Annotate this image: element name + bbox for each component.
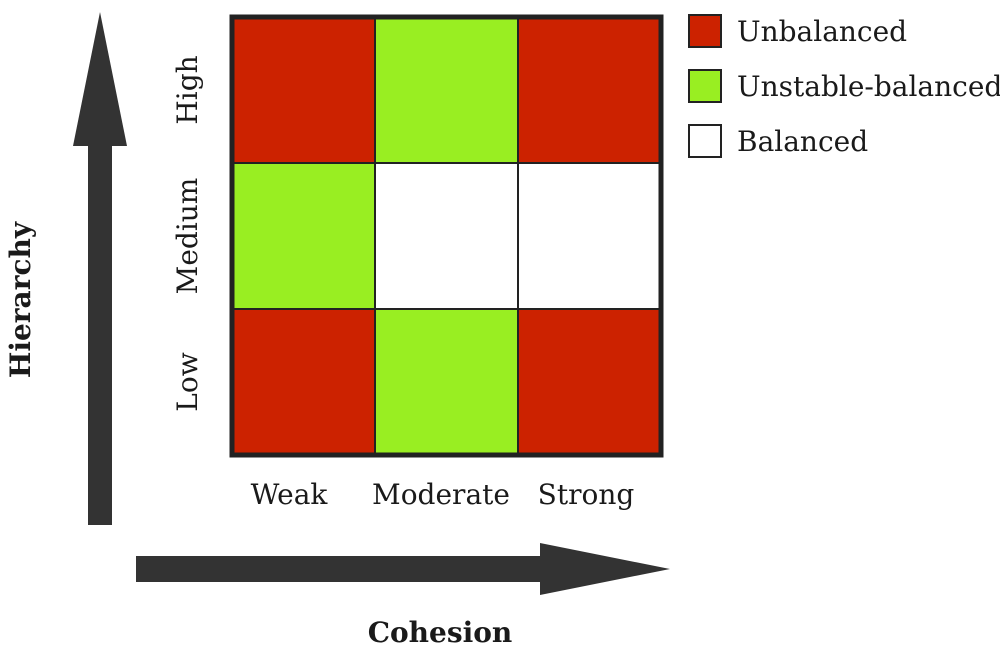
column-label-moderate: Moderate <box>372 478 510 511</box>
column-label-strong: Strong <box>538 478 635 511</box>
legend-label-balanced: Balanced <box>737 125 868 158</box>
cohesion-arrow-shaft <box>136 556 546 582</box>
column-label-weak: Weak <box>251 478 329 511</box>
row-label-high: High <box>171 55 204 124</box>
column-labels: Weak Moderate Strong <box>251 478 635 511</box>
row-label-low: Low <box>171 352 204 411</box>
hierarchy-arrow-shaft <box>88 140 112 525</box>
hierarchy-arrow <box>73 12 127 525</box>
row-label-medium: Medium <box>171 178 204 295</box>
legend-swatch-unbalanced <box>688 14 722 48</box>
y-axis-title: Hierarchy <box>4 221 37 378</box>
matrix-cell-medium-moderate <box>374 162 519 310</box>
cohesion-arrow-head <box>540 543 670 595</box>
matrix-grid <box>229 14 664 458</box>
matrix-cell-medium-strong <box>517 162 662 310</box>
matrix-cell-low-strong <box>517 308 662 456</box>
matrix-cell-high-strong <box>517 16 662 164</box>
matrix-border <box>229 14 664 458</box>
matrix-cell-low-moderate <box>374 308 519 456</box>
legend-swatch-unstable <box>688 69 722 103</box>
matrix-cell-high-moderate <box>374 16 519 164</box>
matrix-cell-low-weak <box>231 308 376 456</box>
legend-label-unbalanced: Unbalanced <box>737 15 907 48</box>
cohesion-arrow <box>136 543 670 595</box>
hierarchy-arrow-head <box>73 12 127 146</box>
matrix-cell-high-weak <box>231 16 376 164</box>
legend-label-unstable: Unstable-balanced <box>737 70 1000 103</box>
legend-swatch-balanced <box>688 124 722 158</box>
matrix-cell-medium-weak <box>231 162 376 310</box>
row-labels: High Medium Low <box>171 55 204 411</box>
x-axis-title: Cohesion <box>368 616 513 649</box>
legend: Unbalanced Unstable-balanced Balanced <box>688 14 1000 158</box>
